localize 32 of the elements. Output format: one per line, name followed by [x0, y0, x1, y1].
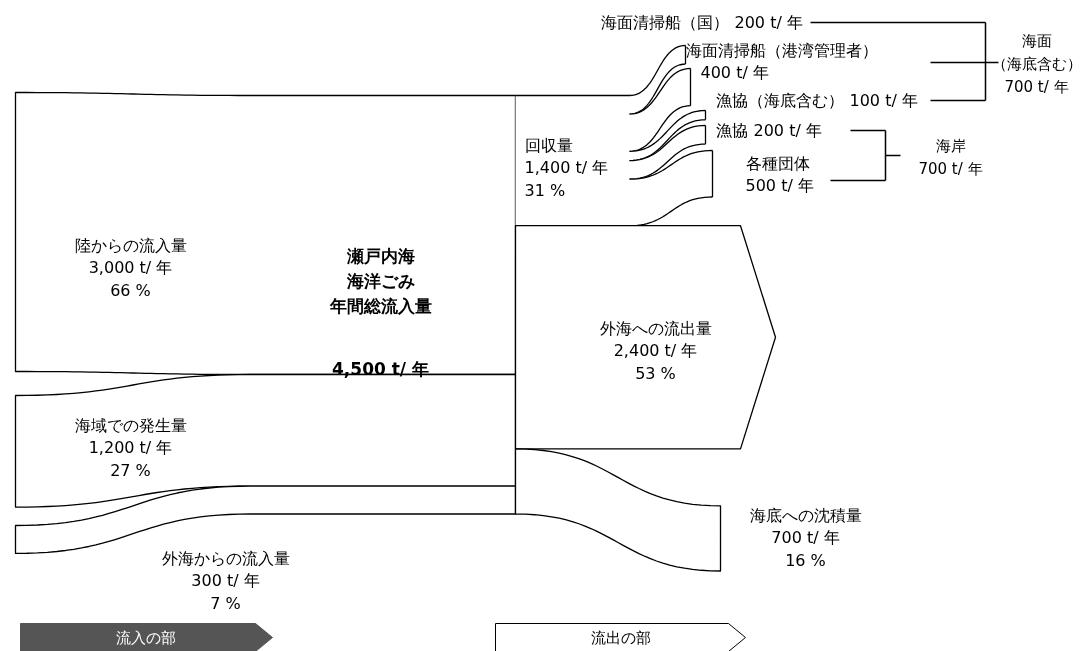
text: 700 t/ 年 — [1004, 77, 1069, 96]
category-label: 漁協（海底含む） — [715, 91, 844, 110]
data-label: 200 t/ 年 — [734, 13, 803, 32]
data-label: 200 t/ 年 — [753, 121, 822, 140]
data-label: 3,000 t/ 年 66 % — [88, 257, 173, 301]
category-label: 海面清掃船（港湾管理者） — [685, 41, 878, 60]
category-label: 海底への沈積量 — [749, 506, 862, 525]
category-label: 外海からの流入量 — [161, 549, 290, 568]
data-label: 100 t/ 年 — [849, 91, 918, 110]
category-label: 漁協 — [715, 121, 748, 140]
text: 海岸 — [935, 136, 966, 155]
text: 年間総流入量 — [328, 295, 432, 316]
text: 流入の部 — [115, 628, 176, 647]
data-label: 1,200 t/ 年 27 % — [88, 437, 173, 481]
data-label: 700 t/ 年 16 % — [771, 527, 840, 571]
category-label: 海面清掃船（国） — [600, 13, 729, 32]
data-label: 400 t/ 年 — [700, 62, 769, 82]
text: 流出の部 — [590, 628, 651, 647]
data-label: 2,400 t/ 年 53 % — [613, 340, 698, 384]
text: 海洋ごみ — [345, 270, 415, 291]
text: 700 t/ 年 — [918, 159, 983, 178]
category-label: 各種団体 — [745, 154, 810, 173]
category-label: 回収量 — [524, 136, 573, 155]
data-label: 500 t/ 年 — [745, 175, 814, 195]
text: 瀬戸内海 — [345, 245, 415, 266]
data-label: 1,400 t/ 年 31 % — [524, 157, 609, 201]
text: 海面 — [1021, 31, 1052, 50]
text: （海底含む） — [991, 54, 1082, 73]
category-label: 海域での発生量 — [74, 416, 187, 435]
category-label: 外海への流出量 — [599, 319, 712, 338]
data-label: 300 t/ 年 7 % — [191, 570, 260, 614]
category-label: 陸からの流入量 — [74, 236, 187, 255]
